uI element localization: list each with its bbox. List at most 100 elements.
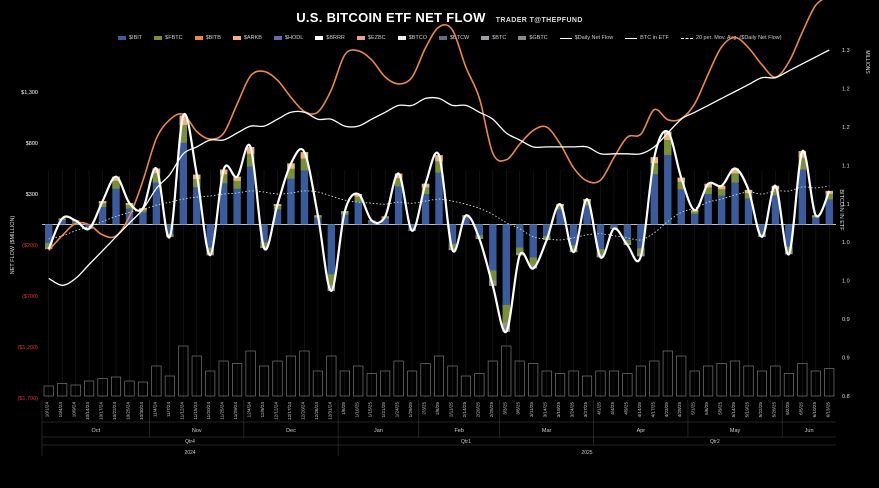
volume-bar: [743, 365, 754, 397]
flow-bar: [758, 224, 766, 237]
flow-bar: [798, 151, 807, 225]
date-tick-label: 2/3/25: [422, 402, 427, 415]
flow-bar: [408, 224, 416, 231]
flow-bar: [717, 185, 726, 225]
flow-bar: [125, 203, 134, 225]
flow-bar-segment: [556, 204, 564, 210]
date-tick-label: 2/14/25: [462, 402, 467, 418]
flow-bar: [825, 190, 833, 225]
flow-bar-segment: [179, 115, 188, 143]
volume-bar: [676, 355, 687, 397]
right-axis: 1.3 1.2 1.2 1.1 1.1 1.0 1.0 0.9 0.9 0.8 BITCOIN IN…: [838, 48, 870, 400]
flow-bar: [435, 155, 443, 225]
volume-bar: [756, 370, 767, 397]
legend-label: $BTCO: [408, 35, 427, 41]
date-tick-label: 12/12/24: [274, 402, 279, 420]
flow-bar: [179, 115, 188, 225]
flow-bar: [112, 176, 120, 225]
flow-bar: [516, 224, 524, 256]
volume-bar: [797, 363, 808, 397]
date-tick-label: 11/25/24: [220, 402, 225, 420]
flow-bar-segment: [394, 173, 403, 187]
flow-bar-segment: [287, 163, 295, 169]
left-tick-label: ($1,200): [18, 345, 39, 351]
date-tick-label: 10/9/24: [72, 402, 77, 418]
date-tick-label: 1/6/25: [341, 402, 346, 415]
flow-bar-segment: [219, 169, 228, 184]
date-tick-label: 10/25/24: [126, 402, 131, 420]
right-tick-label: 1.2: [842, 125, 850, 131]
flow-bar-segment: [327, 285, 336, 291]
flow-bar: [785, 224, 793, 255]
flow-bar: [556, 204, 564, 225]
legend-swatch: [154, 36, 163, 40]
flow-bar: [273, 204, 282, 225]
volume-bar: [151, 365, 162, 397]
volume-bar: [124, 380, 135, 397]
flow-bar: [219, 169, 228, 225]
flow-bar-segment: [771, 185, 780, 196]
legend-swatch: [356, 36, 365, 40]
date-tick-label: 4/4/25: [610, 402, 615, 415]
date-tick-label: 6/2/25: [785, 402, 790, 415]
series-line-moving-avg: [48, 185, 830, 241]
volume-bar: [622, 373, 633, 397]
month-label: Oct: [92, 428, 101, 434]
date-tick-label: 3/24/25: [570, 402, 575, 418]
volume-bars: [43, 345, 835, 397]
flow-bar-segment: [529, 257, 537, 269]
flow-bar: [771, 185, 780, 225]
volume-bar: [84, 380, 95, 397]
volume-bar: [111, 376, 122, 397]
flow-bar-segment: [435, 155, 443, 173]
flow-bar-segment: [300, 152, 309, 159]
flow-bar-segment: [179, 115, 188, 126]
flow-bar-segment: [529, 264, 537, 269]
legend-label: $BTC: [492, 35, 507, 41]
volume-bar: [770, 365, 781, 397]
flow-bar: [542, 224, 551, 240]
chart-subtitle: TRADER T@THEPFUND: [495, 17, 583, 24]
chart-title: U.S. BITCOIN ETF NET FLOW TRADER T@THEPFU…: [0, 10, 879, 25]
month-label: Jun: [805, 428, 814, 434]
flow-bar: [368, 220, 376, 225]
date-tick-label: 12/9/24: [260, 402, 265, 418]
date-tick-label: 4/28/25: [677, 402, 682, 418]
flow-bar-segment: [421, 183, 430, 194]
legend-item: $HODL: [273, 35, 303, 41]
right-tick-label: 1.0: [842, 240, 850, 246]
month-label: Apr: [637, 428, 646, 434]
flow-bar-segment: [758, 233, 766, 237]
flow-bar-segment: [798, 151, 807, 170]
legend-item: $GBTC: [518, 35, 548, 41]
flow-bar: [45, 224, 53, 250]
flow-bar-segment: [300, 152, 309, 171]
volume-bar: [555, 373, 566, 397]
flow-bar-segment: [704, 183, 712, 194]
flow-bar: [206, 224, 214, 256]
volume-bar: [191, 355, 202, 397]
flow-bar-segment: [677, 177, 685, 190]
date-tick-label: 11/20/24: [206, 402, 211, 420]
flow-bar-segment: [583, 199, 591, 206]
flow-bar-segment: [45, 242, 53, 250]
flow-bar: [690, 210, 699, 225]
x-axis-dates: 10/1/24 10/4/24 10/9/24 10/14/24 10/17/24 10/…: [45, 402, 831, 420]
flow-bar-segment: [112, 176, 120, 181]
date-tick-label: 5/1/25: [691, 402, 696, 415]
legend-label: $BTCW: [450, 35, 470, 41]
legend-swatch: [273, 36, 282, 40]
date-tick-label: 1/15/25: [368, 402, 373, 418]
flow-bar: [354, 194, 362, 225]
volume-bar: [272, 360, 283, 397]
volume-bar: [420, 363, 431, 397]
flow-bar: [139, 208, 147, 225]
flow-bar: [381, 216, 389, 225]
date-tick-label: 12/31/24: [327, 402, 332, 420]
date-tick-label: 6/13/25: [825, 402, 830, 418]
flow-bar: [475, 224, 484, 239]
volume-bar: [245, 350, 256, 397]
flow-bar-segment: [206, 252, 214, 256]
legend-item: $BTC: [481, 35, 506, 41]
legend-label: $ARKB: [243, 35, 262, 41]
